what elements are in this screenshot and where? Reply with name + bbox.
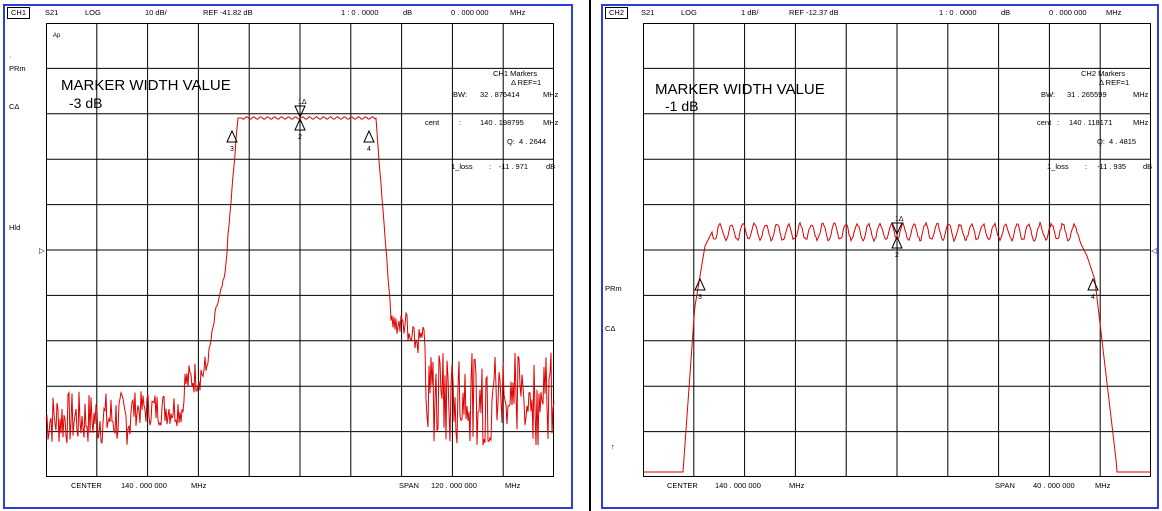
ref-position-icon: ▷ xyxy=(39,246,45,255)
marker-width-title: MARKER WIDTH VALUE xyxy=(61,77,231,94)
marker-ratio: 1 : 0 . 0000 xyxy=(939,8,977,17)
ref-position-icon: ◁ xyxy=(1151,246,1157,255)
svg-text:4: 4 xyxy=(1091,294,1095,301)
marker-ratio: 1 : 0 . 0000 xyxy=(341,8,379,17)
center-value: 140 . 000 000 xyxy=(715,481,761,490)
svg-text:1Δ: 1Δ xyxy=(895,216,904,223)
parameter: S21 xyxy=(45,8,59,17)
markers-title: CH1 Markers xyxy=(493,69,538,78)
trace-plot: 1Δ 2 3 4 xyxy=(45,23,555,477)
bw-unit: MHz xyxy=(543,90,559,99)
q-label: Q: xyxy=(507,137,515,146)
q-value: 4 . 2644 xyxy=(519,137,547,146)
marker-3: 3 xyxy=(226,129,238,153)
format: LOG xyxy=(681,8,697,17)
q-label: Q: xyxy=(1097,137,1105,146)
svg-text:4: 4 xyxy=(367,146,371,153)
span-unit: MHz xyxy=(505,481,521,490)
marker-1Δ: 1Δ xyxy=(891,216,904,236)
marker-2: 2 xyxy=(294,117,306,141)
marker-width-title: MARKER WIDTH VALUE xyxy=(655,81,825,98)
ap-indicator: Ap xyxy=(53,33,61,39)
channel-2-panel: CH2 S21 LOG 1 dB/ REF -12.37 dB 1 : 0 . … xyxy=(601,4,1159,509)
marker-width-value: -1 dB xyxy=(665,98,699,114)
span-label: SPAN xyxy=(995,481,1015,490)
svg-text:1Δ: 1Δ xyxy=(298,99,307,106)
svg-text:2: 2 xyxy=(298,134,302,141)
cent-unit: MHz xyxy=(543,118,559,127)
c-delta-indicator: CΔ xyxy=(9,102,20,111)
cent-label: cent xyxy=(1037,118,1052,127)
bw-value: 32 . 876414 xyxy=(480,90,520,99)
trace-plot: 1Δ 2 3 4 xyxy=(643,23,1151,477)
q-value: 4 . 4815 xyxy=(1109,137,1137,146)
marker-freq-unit: MHz xyxy=(510,8,526,17)
arrow-indicator: ↑ xyxy=(611,442,615,451)
c-delta-indicator: CΔ xyxy=(605,324,616,333)
trace-line xyxy=(643,220,1151,473)
center-unit: MHz xyxy=(191,481,207,490)
span-label: SPAN xyxy=(399,481,419,490)
center-label: CENTER xyxy=(71,481,102,490)
grid-lines xyxy=(643,23,1151,477)
marker-1Δ: 1Δ xyxy=(294,99,307,119)
svg-text:3: 3 xyxy=(230,146,234,153)
marker-ratio-unit: dB xyxy=(403,8,413,17)
loss-value: -11 . 971 xyxy=(499,162,529,171)
loss-unit: dB xyxy=(546,162,556,171)
marker-ratio-unit: dB xyxy=(1001,8,1011,17)
prm-indicator: PRm xyxy=(9,64,26,73)
center-value: 140 . 000 000 xyxy=(121,481,167,490)
markers-ref: Δ REF=1 xyxy=(511,78,542,87)
marker-width-value: -3 dB xyxy=(69,95,103,111)
channel-1-panel: CH1 S21 LOG 10 dB/ REF -41.82 dB 1 : 0 .… xyxy=(3,4,573,509)
scale: 1 dB/ xyxy=(741,8,759,17)
center-unit: MHz xyxy=(789,481,805,490)
panel-divider xyxy=(589,0,591,511)
cent-value: 140 . 118171 xyxy=(1069,118,1113,127)
bw-label: BW: xyxy=(453,90,468,99)
span-unit: MHz xyxy=(1095,481,1111,490)
bw-unit: MHz xyxy=(1133,90,1149,99)
reference-level: REF -41.82 dB xyxy=(203,8,253,17)
hold-indicator: Hld xyxy=(9,223,21,232)
grid-lines xyxy=(46,23,554,477)
marker-3: 3 xyxy=(694,277,706,301)
channel-label[interactable]: CH1 xyxy=(7,7,31,19)
cent-label: cent xyxy=(425,118,440,127)
marker-freq: 0 . 000 000 xyxy=(451,8,489,17)
markers-title: CH2 Markers xyxy=(1081,69,1126,78)
loss-label: 1_loss xyxy=(1047,162,1069,171)
center-label: CENTER xyxy=(667,481,698,490)
format: LOG xyxy=(85,8,101,17)
marker-2: 2 xyxy=(891,235,903,259)
bw-value: 31 . 265599 xyxy=(1067,90,1107,99)
channel-label[interactable]: CH2 xyxy=(605,7,629,19)
span-value: 40 . 000 000 xyxy=(1033,481,1075,490)
parameter: S21 xyxy=(641,8,655,17)
cent-value: 140 . 198795 xyxy=(480,118,524,127)
loss-label: 1_loss xyxy=(451,162,473,171)
prm-indicator: PRm xyxy=(605,284,622,293)
marker-4: 4 xyxy=(363,129,375,153)
loss-unit: dB xyxy=(1143,162,1153,171)
reference-level: REF -12.37 dB xyxy=(789,8,839,17)
marker-freq: 0 . 000 000 xyxy=(1049,8,1087,17)
marker-freq-unit: MHz xyxy=(1106,8,1122,17)
scale: 10 dB/ xyxy=(145,8,167,17)
marker-4: 4 xyxy=(1087,277,1099,301)
loss-value: -11 . 935 xyxy=(1097,162,1127,171)
bw-label: BW: xyxy=(1041,90,1056,99)
cent-unit: MHz xyxy=(1133,118,1149,127)
markers-ref: Δ REF=1 xyxy=(1099,78,1130,87)
svg-text:2: 2 xyxy=(895,252,899,259)
span-value: 120 . 000 000 xyxy=(431,481,477,490)
svg-text:3: 3 xyxy=(698,294,702,301)
